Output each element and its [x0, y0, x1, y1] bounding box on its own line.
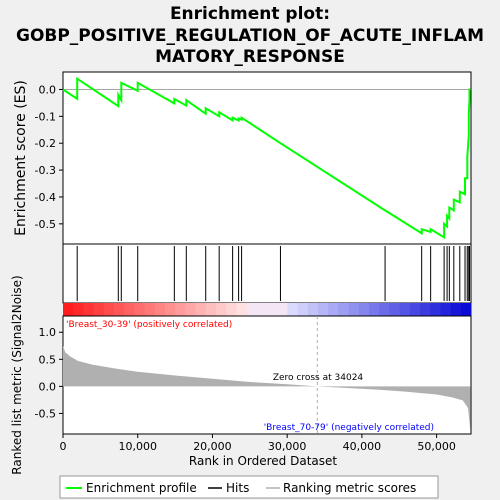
chart-title-line-3: MATORY_RESPONSE: [155, 47, 345, 67]
x-tick-label: 30,000: [268, 440, 307, 453]
negative-group-label: 'Breast_70-79' (negatively correlated): [264, 423, 434, 433]
rank-color-cell: [185, 303, 197, 316]
rank-color-cell: [114, 303, 125, 316]
rank-color-cell: [369, 303, 380, 316]
x-axis-label: Rank in Ordered Dataset: [189, 454, 337, 468]
rank-color-cell: [134, 303, 146, 316]
rank-color-cell: [399, 303, 411, 316]
rank-color-cell: [409, 303, 421, 316]
legend-label-ranking-metric: Ranking metric scores: [283, 481, 416, 495]
legend-box: [59, 475, 439, 499]
hits-panel: [62, 243, 472, 304]
rank-color-cell: [430, 303, 441, 316]
rank-color-cell: [256, 303, 268, 316]
rank-color-cell: [338, 303, 350, 316]
metric-y-tick-label: 0.5: [39, 353, 57, 366]
x-tick-label: 40,000: [343, 440, 382, 453]
es-y-tick-label: -0.1: [35, 110, 56, 123]
rank-color-cell: [83, 303, 95, 316]
rank-color-cell: [175, 303, 186, 316]
rank-color-cell: [318, 303, 329, 316]
rank-color-cell: [267, 303, 278, 316]
rank-color-cell: [216, 303, 227, 316]
rank-color-cell: [420, 303, 431, 316]
rank-color-cell: [328, 303, 339, 316]
rank-color-cell: [73, 303, 84, 316]
positive-group-label: 'Breast_30-39' (positively correlated): [66, 320, 232, 330]
rank-color-cell: [297, 303, 309, 316]
rank-color-cell: [63, 303, 74, 316]
rank-color-cell: [124, 303, 135, 316]
rank-color-bar: [63, 303, 472, 316]
legend-label-hits: Hits: [226, 481, 249, 495]
es-y-tick-label: -0.5: [35, 218, 56, 231]
rank-color-cell: [287, 303, 299, 316]
ranking-metric-area: [63, 345, 471, 430]
rank-color-cell: [389, 303, 401, 316]
es-y-tick-label: 0.0: [39, 83, 57, 96]
x-tick-label: 10,000: [118, 440, 157, 453]
rank-color-cell: [358, 303, 370, 316]
rank-color-cell: [277, 303, 288, 316]
es-panel: [62, 71, 472, 245]
x-tick-label: 20,000: [193, 440, 232, 453]
es-y-tick-label: -0.4: [35, 191, 56, 204]
rank-color-cell: [226, 303, 237, 316]
chart-title-line-2: GOBP_POSITIVE_REGULATION_OF_ACUTE_INFLAM: [16, 26, 484, 46]
legend-label-enrichment-profile: Enrichment profile: [86, 481, 197, 495]
rank-color-cell: [154, 303, 166, 316]
chart-title-line-1: Enrichment plot:: [170, 4, 330, 24]
enrichment-profile-line: [62, 76, 471, 240]
rank-color-cell: [236, 303, 248, 316]
rank-color-cell: [93, 303, 105, 316]
rank-color-cell: [450, 303, 462, 316]
rank-color-cell: [205, 303, 217, 316]
rank-color-cell: [195, 303, 207, 316]
x-tick-label: 0: [60, 440, 67, 453]
rank-color-cell: [144, 303, 156, 316]
x-tick-label: 50,000: [417, 440, 456, 453]
metric-axis-label: Ranked list metric (Signal2Noise): [10, 275, 24, 474]
legend: Enrichment profile Hits Ranking metric s…: [59, 475, 439, 499]
zero-cross-annotation: Zero cross at 34024: [273, 373, 364, 383]
rank-color-cell: [103, 303, 115, 316]
rank-color-cell: [307, 303, 319, 316]
rank-color-cell: [165, 303, 176, 316]
es-y-tick-label: -0.3: [35, 164, 56, 177]
metric-y-tick-label: 1.0: [39, 326, 57, 339]
es-y-tick-label: -0.2: [35, 137, 56, 150]
rank-color-cell: [379, 303, 390, 316]
metric-y-tick-label: -0.5: [35, 407, 56, 420]
rank-color-cell: [246, 303, 258, 316]
metric-y-tick-label: 0.0: [39, 380, 57, 393]
rank-color-cell: [348, 303, 360, 316]
es-axis-label: Enrichment score (ES): [13, 80, 29, 236]
rank-color-cell: [460, 303, 472, 316]
rank-color-cell: [440, 303, 452, 316]
